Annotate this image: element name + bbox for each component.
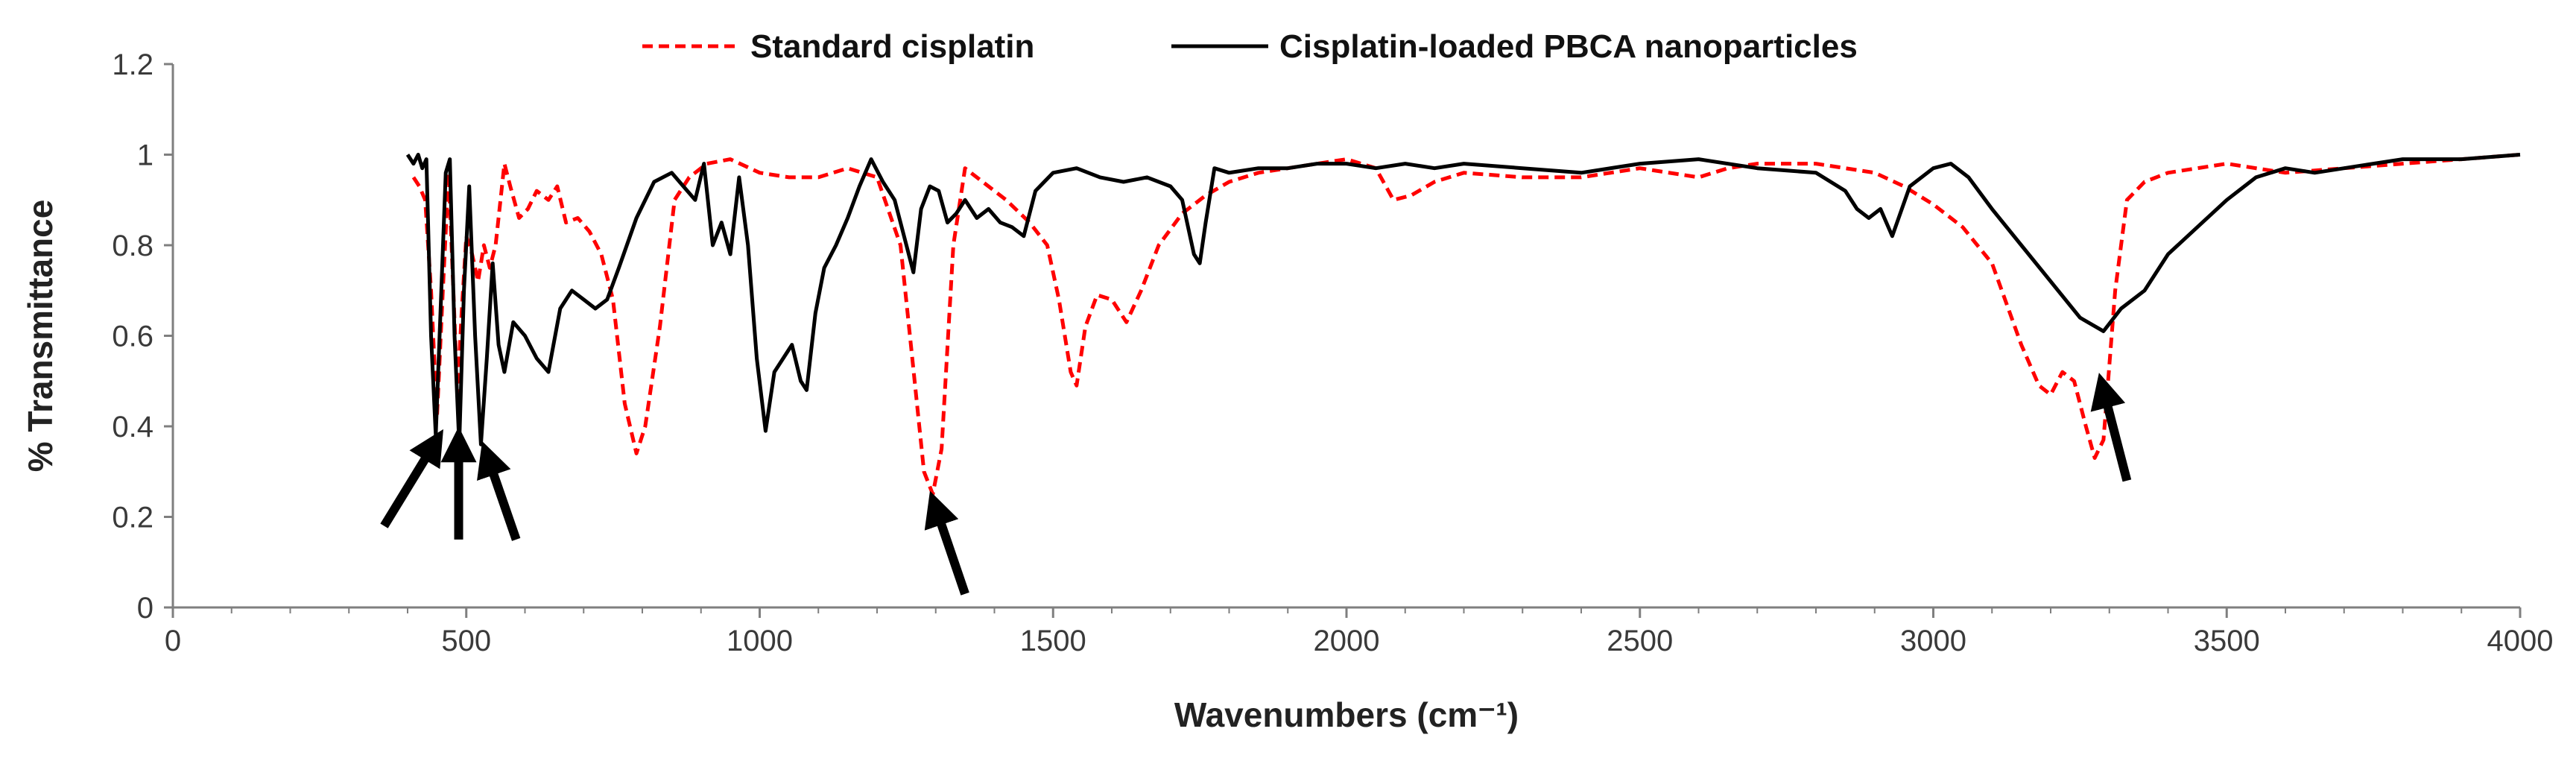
y-tick-label: 0.4 — [112, 411, 154, 443]
x-tick-label: 1500 — [1020, 625, 1086, 657]
x-tick-label: 2500 — [1607, 625, 1673, 657]
x-tick-label: 1000 — [727, 625, 793, 657]
series-line-0 — [411, 153, 2521, 496]
series-line-1 — [405, 153, 2521, 446]
y-tick-label: 0 — [137, 592, 154, 625]
annotation-arrow-0 — [380, 429, 443, 528]
y-tick-label: 0.6 — [112, 320, 154, 353]
y-tick-label: 1.2 — [112, 48, 154, 81]
legend-label-0: Standard cisplatin — [750, 28, 1034, 65]
annotation-arrow-2 — [477, 440, 521, 541]
x-tick-label: 500 — [441, 625, 491, 657]
y-tick-label: 1 — [137, 139, 154, 172]
legend-label-1: Cisplatin-loaded PBCA nanoparticles — [1279, 28, 1858, 65]
legend: Standard cisplatin Cisplatin-loaded PBCA … — [642, 28, 1858, 65]
annotation-arrow-4 — [2090, 373, 2132, 482]
y-tick-label: 0.8 — [112, 230, 154, 262]
annotation-arrow-3 — [924, 490, 969, 596]
series-lines — [405, 153, 2521, 496]
x-tick-label: 0 — [165, 625, 181, 657]
x-tick-label: 3500 — [2194, 625, 2260, 657]
y-tick-label: 0.2 — [112, 502, 154, 534]
y-axis-title: % Transmittance — [21, 200, 60, 473]
annotation-arrows — [380, 373, 2132, 596]
x-tick-label: 3000 — [1900, 625, 1966, 657]
x-tick-label: 4000 — [2487, 625, 2554, 657]
x-tick-label: 2000 — [1314, 625, 1380, 657]
x-axis-title: Wavenumbers (cm⁻¹) — [1174, 695, 1519, 734]
axes: 0 0.2 0.4 0.6 0.8 1 1.2 0 500 1000 1500 2000 2500 300… — [112, 48, 2553, 657]
